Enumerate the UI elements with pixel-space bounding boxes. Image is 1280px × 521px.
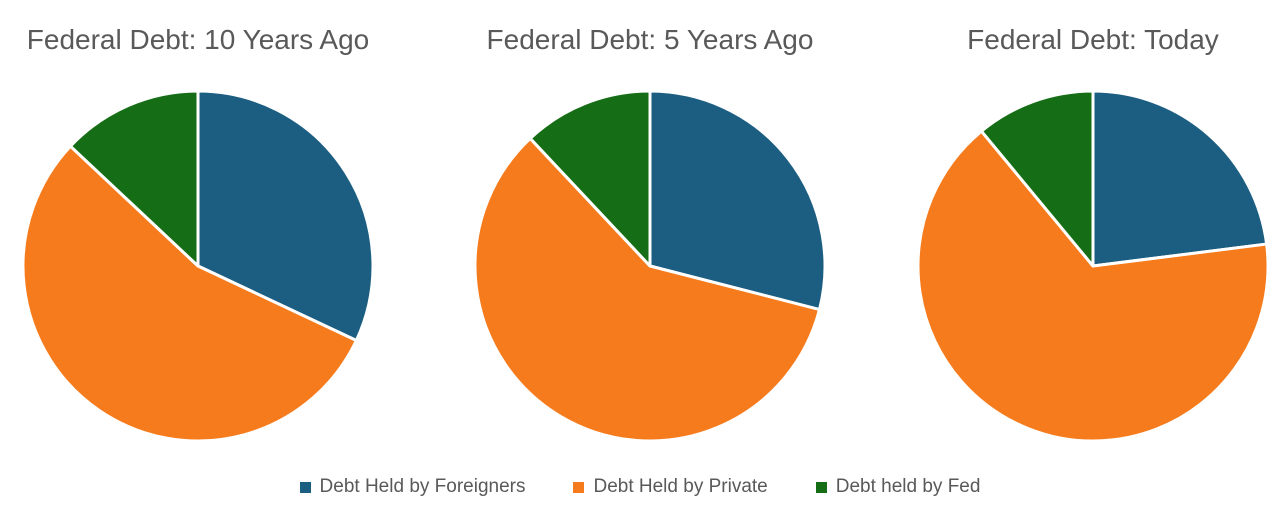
pie-slice-debt-held-by-fed	[528, 89, 652, 268]
square-icon	[299, 481, 311, 493]
pie-svg-10-years-ago	[21, 89, 375, 443]
pie-plot-area-today	[915, 88, 1271, 444]
chart-title-today: Federal Debt: Today	[967, 24, 1219, 55]
pie-svg-5-years-ago	[473, 89, 827, 443]
pie-svg-today	[916, 89, 1270, 443]
legend-item-fed: Debt held by Fed	[815, 476, 981, 498]
chart-title-10-years-ago: Federal Debt: 10 Years Ago	[26, 24, 370, 55]
pie-chart-5-years-ago: Federal Debt: 5 Years Ago	[460, 0, 840, 444]
square-icon	[573, 481, 585, 493]
legend-label-private: Debt Held by Private	[593, 476, 768, 497]
legend-label-fed: Debt held by Fed	[835, 476, 981, 497]
pie-chart-today: Federal Debt: Today	[903, 0, 1280, 444]
legend: Debt Held by Foreigners Debt Held by Pri…	[0, 471, 1280, 503]
pie-slice-debt-held-by-foreigners	[1091, 89, 1269, 268]
pie-plot-area-5-years-ago	[472, 88, 828, 444]
square-icon	[815, 481, 827, 493]
pie-slice-debt-held-by-foreigners	[196, 89, 375, 343]
pie-chart-10-years-ago: Federal Debt: 10 Years Ago	[8, 0, 388, 444]
legend-item-foreigners: Debt Held by Foreigners	[299, 476, 526, 498]
pie-slice-debt-held-by-private	[473, 136, 821, 443]
pie-slice-debt-held-by-fed	[979, 89, 1095, 268]
pie-slice-debt-held-by-fed	[68, 89, 200, 268]
pie-slice-debt-held-by-foreigners	[648, 89, 827, 312]
pie-plot-area-10-years-ago	[20, 88, 376, 444]
legend-item-private: Debt Held by Private	[573, 476, 768, 498]
pie-slice-debt-held-by-private	[916, 129, 1270, 443]
legend-label-foreigners: Debt Held by Foreigners	[319, 476, 526, 497]
chart-title-5-years-ago: Federal Debt: 5 Years Ago	[486, 24, 814, 55]
pie-slice-debt-held-by-private	[21, 144, 358, 443]
